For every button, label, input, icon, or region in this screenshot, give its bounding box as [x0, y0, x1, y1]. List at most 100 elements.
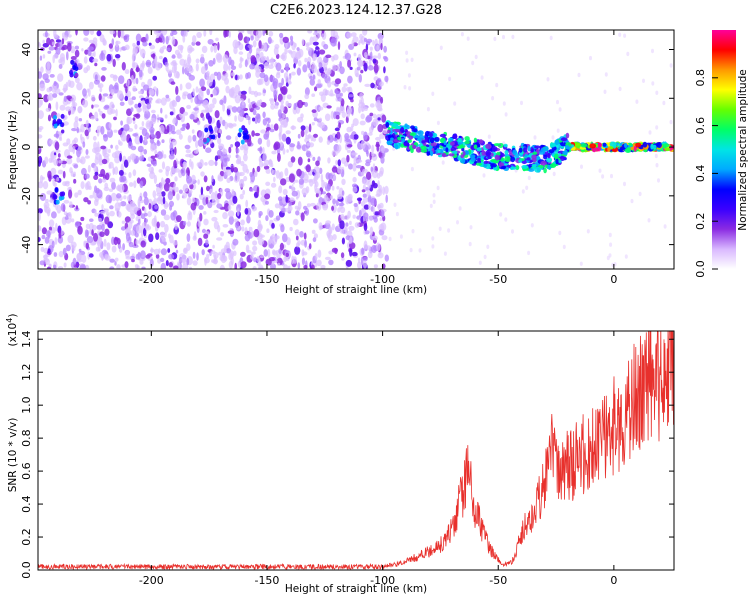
heatmap-cell	[383, 66, 386, 74]
heatmap-cell	[521, 189, 525, 194]
heatmap-cell	[101, 158, 108, 165]
heatmap-cell	[222, 103, 226, 112]
heatmap-cell	[234, 115, 238, 122]
heatmap-cell	[96, 189, 103, 199]
heatmap-cell	[106, 53, 112, 62]
heatmap-cell	[531, 154, 537, 160]
heatmap-cell	[350, 98, 354, 103]
heatmap-cell	[157, 196, 163, 205]
heatmap-cell	[163, 214, 170, 221]
heatmap-cell	[157, 117, 164, 121]
heatmap-cell	[128, 172, 132, 179]
heatmap-cell	[98, 154, 103, 163]
heatmap-cell	[119, 47, 122, 52]
heatmap-cell	[160, 209, 167, 216]
heatmap-cell	[604, 72, 608, 77]
heatmap-cell	[281, 52, 287, 62]
heatmap-cell	[39, 83, 46, 92]
heatmap-cell	[141, 154, 145, 161]
snr-frame	[37, 330, 675, 571]
heatmap-cell	[276, 71, 281, 75]
heatmap-cell	[200, 54, 204, 58]
heatmap-cell	[318, 62, 323, 69]
heatmap-cell	[171, 54, 176, 59]
heatmap-cell	[208, 125, 213, 131]
heatmap-cell	[548, 149, 555, 154]
colorbar-gradient	[712, 30, 736, 269]
heatmap-cell	[38, 93, 42, 99]
heatmap-cell	[232, 195, 238, 204]
heatmap-cell	[82, 99, 89, 108]
heatmap-cell	[322, 88, 328, 96]
heatmap-cell	[86, 236, 94, 243]
heatmap-cell	[473, 137, 477, 143]
heatmap-cell	[160, 248, 167, 256]
heatmap-cell	[662, 100, 666, 106]
heatmap-cell	[333, 137, 338, 142]
heatmap-cell	[169, 205, 173, 211]
x-tick-label: -200	[139, 574, 164, 587]
heatmap-cell	[267, 248, 271, 258]
heatmap-cell	[351, 251, 358, 257]
heatmap-cell	[113, 129, 118, 133]
heatmap-cell	[175, 215, 182, 223]
heatmap-cell	[197, 237, 203, 247]
heatmap-cell	[41, 176, 45, 180]
heatmap-cell	[312, 36, 319, 42]
heatmap-cell	[308, 243, 312, 250]
heatmap-cell	[170, 30, 177, 33]
heatmap-cell	[315, 160, 320, 167]
heatmap-cell	[370, 82, 375, 89]
heatmap-cell	[355, 159, 363, 163]
heatmap-cell	[346, 105, 352, 115]
heatmap-cell	[326, 105, 332, 109]
heatmap-cell	[197, 179, 200, 185]
heatmap-cell	[142, 41, 148, 47]
heatmap-cell	[93, 79, 100, 85]
heatmap-cell	[211, 216, 218, 222]
heatmap-cell	[239, 56, 243, 64]
heatmap-cell	[328, 250, 334, 255]
heatmap-cell	[139, 180, 144, 189]
heatmap-cell	[84, 264, 90, 269]
heatmap-cell	[124, 69, 130, 75]
heatmap-cell	[91, 104, 94, 109]
heatmap-cell	[239, 193, 244, 200]
heatmap-cell	[111, 245, 117, 253]
heatmap-cell	[331, 205, 335, 211]
heatmap-cell	[651, 81, 655, 86]
heatmap-cell	[319, 117, 322, 122]
heatmap-cell	[38, 98, 42, 108]
heatmap-cell	[42, 54, 46, 59]
heatmap-cell	[365, 161, 371, 167]
heatmap-cell	[504, 156, 511, 163]
heatmap-cell	[351, 152, 358, 156]
x-tick-label: -200	[139, 273, 164, 286]
heatmap-cell	[215, 37, 219, 42]
heatmap-cell	[52, 119, 57, 125]
heatmap-cell	[663, 224, 667, 229]
heatmap-cell	[223, 255, 228, 262]
heatmap-cell	[331, 64, 337, 72]
heatmap-cell	[58, 64, 63, 69]
colorbar-tick-label: 0.6	[694, 117, 707, 135]
heatmap-cell	[53, 123, 58, 129]
heatmap-cell	[208, 159, 215, 166]
heatmap-cell	[580, 143, 588, 148]
heatmap-cell	[243, 133, 248, 139]
heatmap-cell	[664, 147, 671, 152]
heatmap-cell	[135, 113, 141, 119]
heatmap-cell	[320, 264, 326, 269]
heatmap-cell	[381, 114, 387, 123]
heatmap-cell	[258, 211, 263, 216]
heatmap-cell	[198, 130, 205, 140]
heatmap-cell	[205, 147, 212, 153]
heatmap-cell	[53, 80, 57, 87]
heatmap-cell	[62, 170, 66, 179]
heatmap-cell	[38, 181, 44, 189]
heatmap-cell	[437, 149, 441, 153]
heatmap-cell	[326, 139, 331, 145]
heatmap-cell	[558, 107, 562, 112]
heatmap-cell	[304, 93, 310, 100]
heatmap-cell	[426, 152, 430, 156]
